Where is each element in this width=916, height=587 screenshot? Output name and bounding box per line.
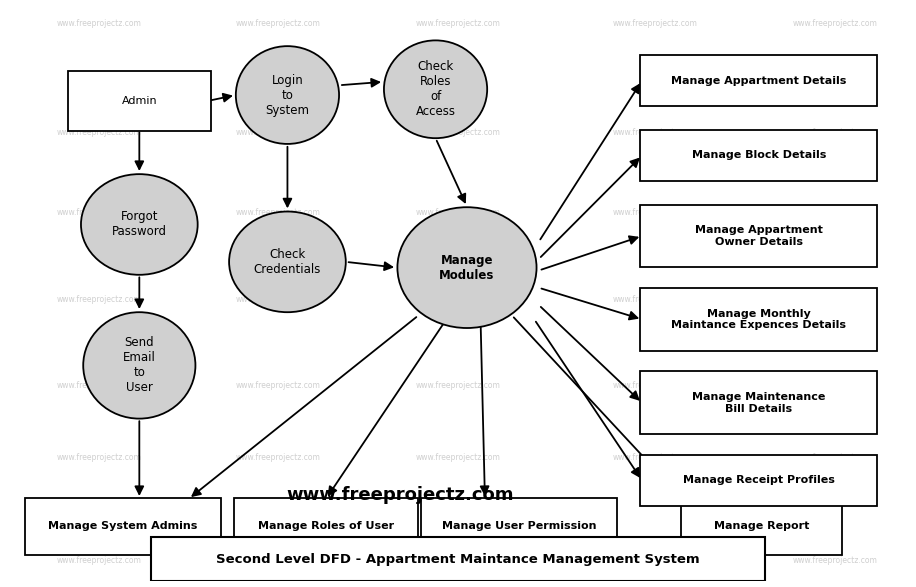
Text: www.freeprojectz.com: www.freeprojectz.com xyxy=(613,128,698,137)
Text: www.freeprojectz.com: www.freeprojectz.com xyxy=(613,19,698,28)
Text: www.freeprojectz.com: www.freeprojectz.com xyxy=(416,381,500,390)
FancyBboxPatch shape xyxy=(640,372,878,434)
FancyBboxPatch shape xyxy=(640,130,878,181)
Text: Manage Maintenance
Bill Details: Manage Maintenance Bill Details xyxy=(692,392,825,414)
Text: Manage
Modules: Manage Modules xyxy=(440,254,495,282)
Ellipse shape xyxy=(384,41,487,138)
Text: www.freeprojectz.com: www.freeprojectz.com xyxy=(57,19,141,28)
Ellipse shape xyxy=(398,207,537,328)
Text: www.freeprojectz.com: www.freeprojectz.com xyxy=(416,453,500,462)
Text: Second Level DFD - Appartment Maintance Management System: Second Level DFD - Appartment Maintance … xyxy=(216,553,700,566)
Text: www.freeprojectz.com: www.freeprojectz.com xyxy=(613,381,698,390)
Text: Admin: Admin xyxy=(122,96,158,106)
Text: www.freeprojectz.com: www.freeprojectz.com xyxy=(416,208,500,217)
FancyBboxPatch shape xyxy=(682,498,842,555)
Text: Send
Email
to
User: Send Email to User xyxy=(123,336,156,394)
Text: www.freeprojectz.com: www.freeprojectz.com xyxy=(236,19,321,28)
FancyBboxPatch shape xyxy=(640,205,878,267)
FancyBboxPatch shape xyxy=(151,538,765,581)
Text: www.freeprojectz.com: www.freeprojectz.com xyxy=(792,208,878,217)
Text: www.freeprojectz.com: www.freeprojectz.com xyxy=(613,556,698,565)
FancyBboxPatch shape xyxy=(68,71,211,131)
Ellipse shape xyxy=(81,174,198,275)
Text: www.freeprojectz.com: www.freeprojectz.com xyxy=(613,295,698,303)
FancyBboxPatch shape xyxy=(640,455,878,506)
FancyBboxPatch shape xyxy=(25,498,222,555)
Text: www.freeprojectz.com: www.freeprojectz.com xyxy=(57,556,141,565)
Text: www.freeprojectz.com: www.freeprojectz.com xyxy=(416,128,500,137)
Text: Manage Roles of User: Manage Roles of User xyxy=(258,521,394,531)
Text: www.freeprojectz.com: www.freeprojectz.com xyxy=(57,208,141,217)
Text: www.freeprojectz.com: www.freeprojectz.com xyxy=(613,208,698,217)
Text: www.freeprojectz.com: www.freeprojectz.com xyxy=(236,453,321,462)
Text: www.freeprojectz.com: www.freeprojectz.com xyxy=(57,128,141,137)
Text: Check
Roles
of
Access: Check Roles of Access xyxy=(416,60,455,119)
Text: www.freeprojectz.com: www.freeprojectz.com xyxy=(286,486,513,504)
Text: www.freeprojectz.com: www.freeprojectz.com xyxy=(613,453,698,462)
Text: www.freeprojectz.com: www.freeprojectz.com xyxy=(792,556,878,565)
Text: www.freeprojectz.com: www.freeprojectz.com xyxy=(236,128,321,137)
Text: www.freeprojectz.com: www.freeprojectz.com xyxy=(236,208,321,217)
Text: www.freeprojectz.com: www.freeprojectz.com xyxy=(236,556,321,565)
Text: Login
to
System: Login to System xyxy=(266,73,310,117)
Text: www.freeprojectz.com: www.freeprojectz.com xyxy=(792,453,878,462)
Text: Check
Credentials: Check Credentials xyxy=(254,248,322,276)
Ellipse shape xyxy=(235,46,339,144)
Text: Manage System Admins: Manage System Admins xyxy=(49,521,198,531)
Text: www.freeprojectz.com: www.freeprojectz.com xyxy=(57,453,141,462)
Ellipse shape xyxy=(83,312,195,419)
Text: Manage Monthly
Maintance Expences Details: Manage Monthly Maintance Expences Detail… xyxy=(671,309,846,330)
Text: www.freeprojectz.com: www.freeprojectz.com xyxy=(236,381,321,390)
Ellipse shape xyxy=(229,211,346,312)
Text: Manage Receipt Profiles: Manage Receipt Profiles xyxy=(682,475,834,485)
Text: Forgot
Password: Forgot Password xyxy=(112,211,167,238)
FancyBboxPatch shape xyxy=(640,55,878,106)
FancyBboxPatch shape xyxy=(420,498,617,555)
Text: Manage User Permission: Manage User Permission xyxy=(442,521,596,531)
Text: www.freeprojectz.com: www.freeprojectz.com xyxy=(236,295,321,303)
Text: www.freeprojectz.com: www.freeprojectz.com xyxy=(792,381,878,390)
Text: Manage Appartment
Owner Details: Manage Appartment Owner Details xyxy=(694,225,823,247)
Text: www.freeprojectz.com: www.freeprojectz.com xyxy=(416,19,500,28)
Text: Manage Appartment Details: Manage Appartment Details xyxy=(671,76,846,86)
FancyBboxPatch shape xyxy=(234,498,418,555)
Text: www.freeprojectz.com: www.freeprojectz.com xyxy=(57,381,141,390)
Text: www.freeprojectz.com: www.freeprojectz.com xyxy=(792,128,878,137)
Text: www.freeprojectz.com: www.freeprojectz.com xyxy=(416,295,500,303)
Text: www.freeprojectz.com: www.freeprojectz.com xyxy=(792,19,878,28)
Text: Manage Report: Manage Report xyxy=(714,521,809,531)
Text: www.freeprojectz.com: www.freeprojectz.com xyxy=(416,556,500,565)
Text: www.freeprojectz.com: www.freeprojectz.com xyxy=(57,295,141,303)
Text: www.freeprojectz.com: www.freeprojectz.com xyxy=(792,295,878,303)
FancyBboxPatch shape xyxy=(640,288,878,351)
Text: Manage Block Details: Manage Block Details xyxy=(692,150,826,160)
